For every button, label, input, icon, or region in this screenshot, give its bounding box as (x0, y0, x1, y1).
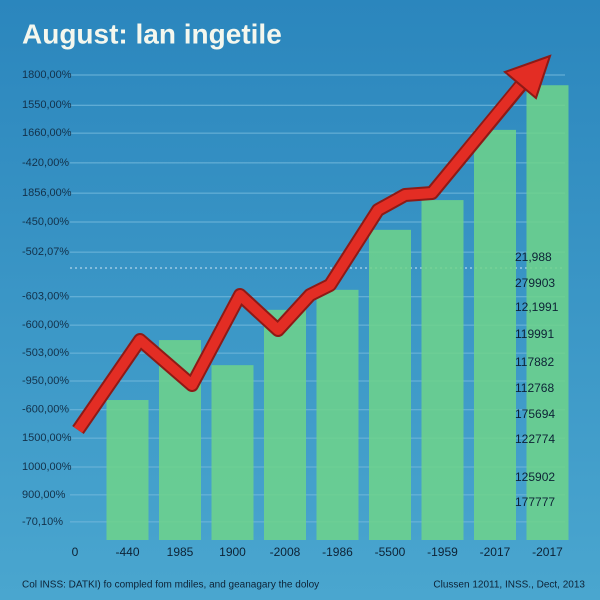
annotation: 112768 (515, 381, 554, 395)
x-tick-label: 1900 (219, 545, 246, 559)
bar (106, 400, 149, 540)
y-tick-label: -950,00% (22, 375, 69, 387)
bar (264, 309, 306, 540)
y-tick-label: 1500,00% (22, 432, 72, 444)
y-tick-label: -503,00% (22, 347, 69, 359)
bar (369, 229, 411, 540)
x-tick-label: 0 (72, 545, 79, 559)
y-tick-label: -603,00% (22, 291, 69, 303)
y-tick-label: -600,00% (22, 404, 69, 416)
x-tick-label: -440 (115, 545, 139, 559)
bar (316, 289, 359, 540)
x-tick-label: -5500 (375, 545, 406, 559)
source-right: Clussen 12011, INSS., Dect, 2013 (433, 580, 585, 591)
x-tick-label: -1959 (427, 545, 458, 559)
arrow-line (73, 82, 524, 433)
y-tick-label: -502,07% (22, 246, 69, 258)
y-tick-label: -70,10% (22, 516, 63, 528)
y-tick-label: -420,00% (22, 157, 69, 169)
bar (526, 85, 569, 540)
bar (474, 129, 516, 540)
x-tick-label: 1985 (167, 545, 194, 559)
source-left: Col INSS: DATKI) fo compled fom mdiles, … (22, 580, 319, 591)
y-tick-label: -450,00% (22, 216, 69, 228)
y-tick-label: 1660,00% (22, 127, 72, 139)
annotation: 21,988 (515, 250, 552, 264)
annotation: 12,1991 (515, 300, 559, 314)
y-tick-label: 900,00% (22, 489, 66, 501)
x-tick-label: -2017 (532, 545, 563, 559)
y-tick-label: 1550,00% (22, 99, 72, 111)
chart-title: August: lan ingetile (22, 18, 282, 49)
y-tick-label: 1800,00% (22, 69, 72, 81)
trend-arrow (72, 54, 552, 434)
annotation: 177777 (515, 495, 555, 509)
y-tick-label: 1000,00% (22, 461, 72, 473)
annotation: 279903 (515, 276, 555, 290)
y-tick-label: -600,00% (22, 319, 69, 331)
annotation: 175694 (515, 407, 555, 421)
x-tick-label: -1986 (322, 545, 353, 559)
y-tick-label: 1856,00% (22, 187, 72, 199)
x-tick-label: -2008 (270, 545, 301, 559)
x-tick-label: -2017 (480, 545, 511, 559)
arrow-head (503, 54, 552, 100)
bar (421, 200, 464, 540)
annotation: 117882 (515, 355, 554, 369)
annotation: 119991 (515, 327, 554, 341)
annotation: 125902 (515, 470, 555, 484)
bar (211, 365, 254, 540)
annotation: 122774 (515, 432, 555, 446)
